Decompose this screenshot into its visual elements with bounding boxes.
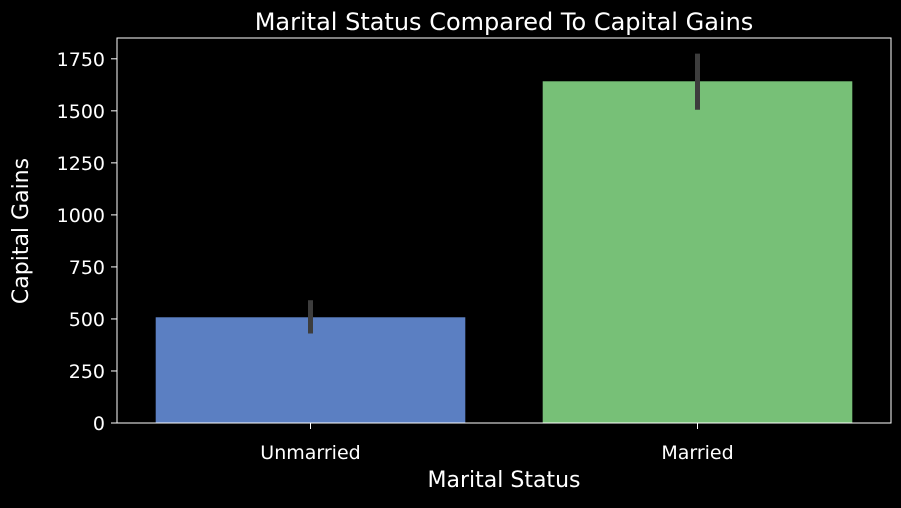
- y-axis-label: Capital Gains: [9, 158, 34, 304]
- bar-unmarried: [155, 317, 466, 423]
- chart-title: Marital Status Compared To Capital Gains: [255, 8, 754, 36]
- y-tick-label: 250: [69, 361, 105, 383]
- plot-area: 0 250 500 750 1000 1250 1500 1750 Unmarried Marri…: [57, 37, 892, 464]
- y-tick-label: 1500: [57, 101, 105, 123]
- x-axis-label: Marital Status: [428, 468, 581, 493]
- y-tick-label: 500: [69, 309, 105, 331]
- axes-frame: [116, 37, 892, 424]
- y-tick-label: 0: [93, 413, 105, 435]
- y-tick-label: 1750: [57, 49, 105, 71]
- y-tick-label: 750: [69, 257, 105, 279]
- bar-married: [542, 81, 853, 423]
- x-tick-label: Unmarried: [260, 442, 360, 464]
- x-tick-label: Married: [661, 442, 733, 464]
- y-tick-label: 1000: [57, 205, 105, 227]
- y-tick-label: 1250: [57, 153, 105, 175]
